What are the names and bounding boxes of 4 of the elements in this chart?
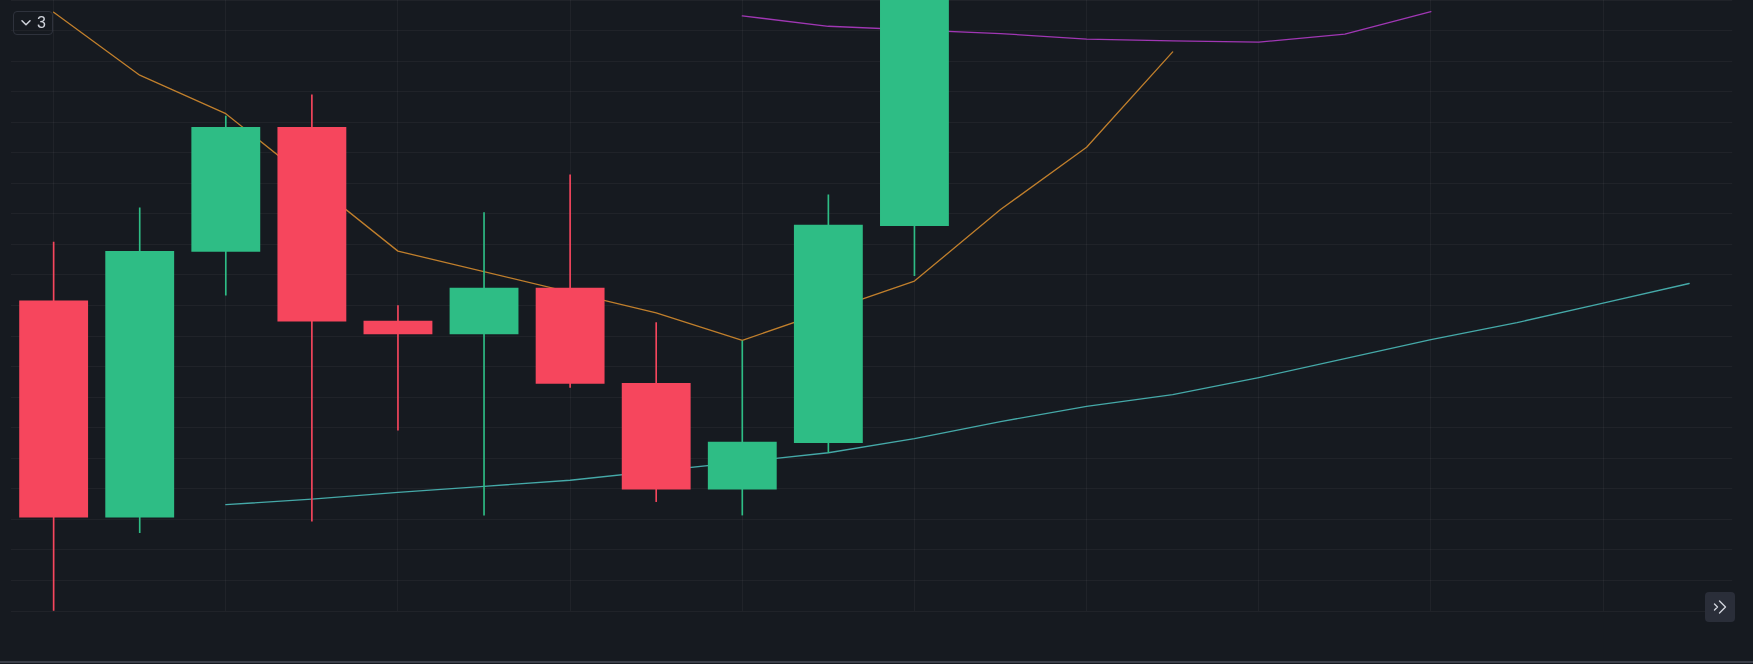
annotation: 3 bbox=[37, 14, 46, 31]
candlestick bbox=[363, 305, 433, 431]
dropdown-button: 3 bbox=[13, 11, 53, 35]
candlestick bbox=[449, 212, 519, 516]
